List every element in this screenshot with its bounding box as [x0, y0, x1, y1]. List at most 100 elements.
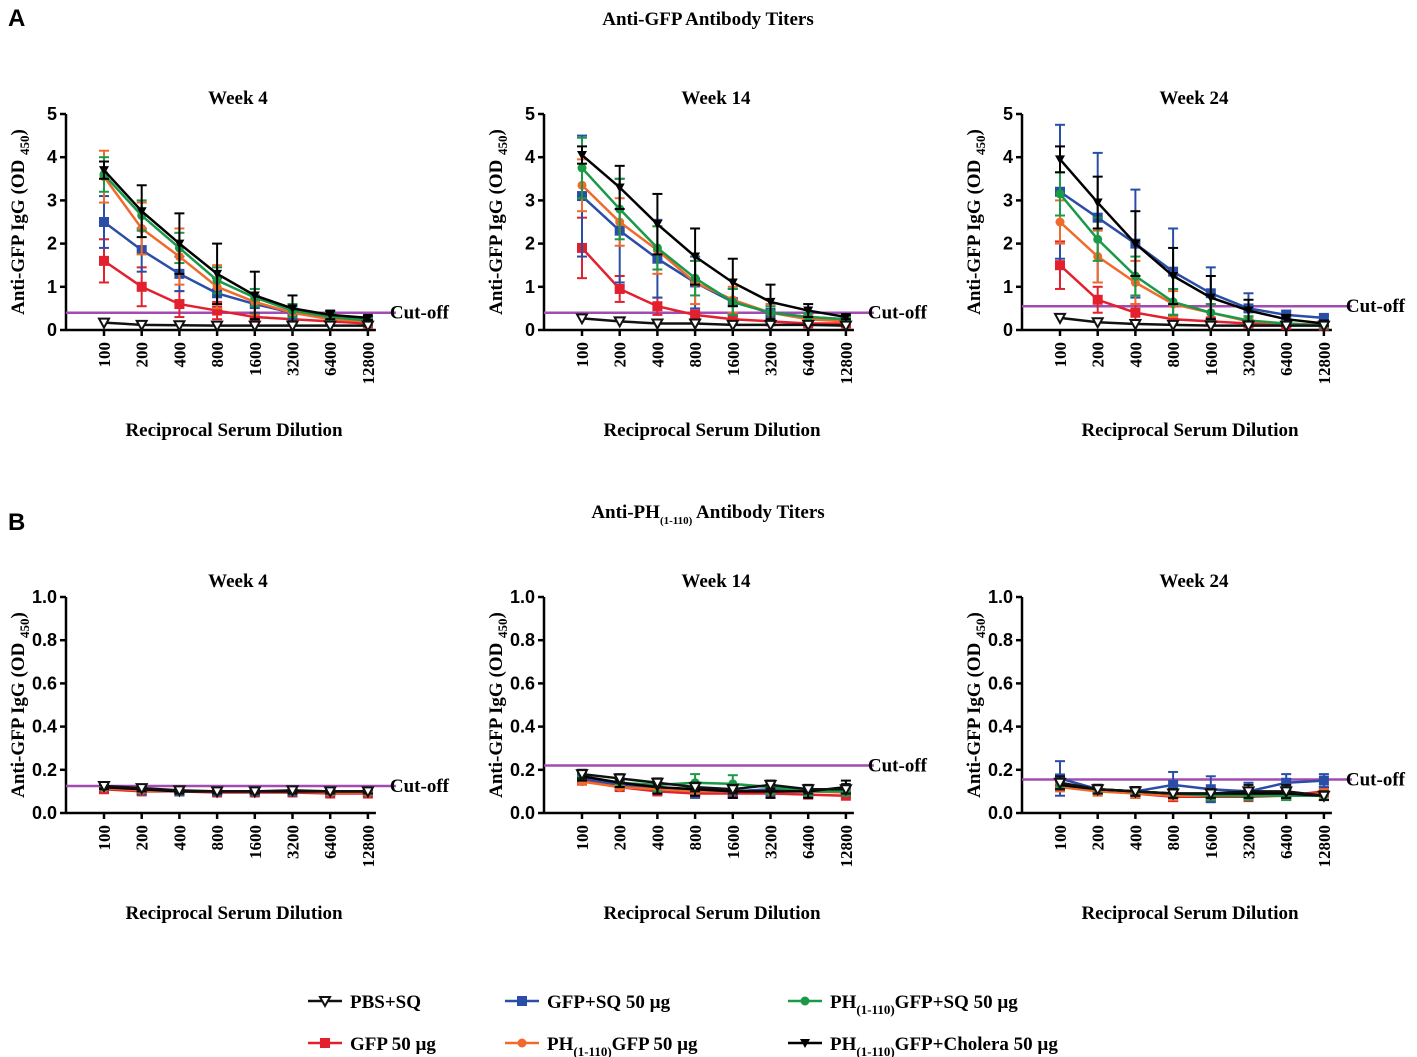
- series-line: [581, 195, 846, 321]
- x-tick-label: 3200: [1240, 825, 1259, 859]
- legend-marker-symbol: [800, 996, 810, 1006]
- data-point: [727, 278, 738, 288]
- data-point: [248, 786, 262, 799]
- data-point: [323, 320, 337, 333]
- chart-a-week-4: Week 4 0 1 2 3 4 5 100 200 400 800 1600 3200 6400 1280…: [8, 88, 450, 441]
- x-axis-label: Reciprocal Serum Dilution: [1081, 903, 1299, 924]
- y-tick-label: 2: [525, 234, 535, 254]
- y-tick-label: 5: [1003, 104, 1013, 124]
- x-tick-label: 1600: [246, 825, 265, 859]
- x-tick-label: 6400: [321, 342, 340, 376]
- legend-label-pbs: PBS+SQ: [350, 992, 421, 1013]
- series-line: [581, 154, 847, 319]
- series-line: [581, 247, 846, 325]
- y-tick-label: 0.0: [510, 803, 535, 823]
- y-tick-label: 1.0: [510, 587, 535, 607]
- data-point: [172, 320, 187, 333]
- y-tick-label: 2: [1003, 234, 1013, 254]
- y-tick-label: 3: [1003, 190, 1013, 210]
- x-tick-label: 100: [573, 342, 592, 368]
- data-point: [1168, 779, 1179, 790]
- data-point: [650, 318, 665, 331]
- data-point: [840, 313, 851, 323]
- data-point: [1093, 234, 1103, 244]
- x-tick-label: 100: [95, 342, 114, 368]
- legend-item-ph-cholera: PH(1-110)GFP+Cholera 50 µg: [788, 1034, 1058, 1057]
- x-tick-label: 200: [133, 342, 152, 368]
- x-tick-label: 1600: [1202, 342, 1221, 376]
- series-pbs: [575, 313, 853, 333]
- data-point: [174, 299, 185, 310]
- data-point: [613, 773, 627, 786]
- panel-letter-b: B: [8, 509, 25, 536]
- chart-title: Week 24: [1159, 88, 1229, 109]
- y-tick-label: 3: [525, 190, 535, 210]
- chart-b-week-14: Week 14 0.0 0.2 0.4 0.6 0.8 1.0 100 200 400 800 160…: [486, 571, 928, 924]
- data-point: [1055, 189, 1065, 199]
- y-axis-label: Anti-GFP IgG (OD 450): [964, 129, 988, 315]
- y-tick-label: 1.0: [988, 587, 1013, 607]
- data-point: [1317, 790, 1331, 803]
- chart-a-week-24: Week 24 0 1 2 3 4 5 100 200 400 800 1600 3200 6400 128…: [964, 88, 1406, 441]
- data-point: [135, 319, 149, 332]
- legend-marker-symbol: [318, 996, 332, 1009]
- data-point: [212, 305, 223, 316]
- x-tick-label: 400: [170, 342, 189, 368]
- data-point: [99, 166, 109, 176]
- data-point: [763, 319, 778, 332]
- x-tick-label: 800: [1164, 825, 1183, 851]
- x-tick-label: 6400: [1277, 825, 1296, 859]
- data-point: [174, 239, 185, 249]
- data-point: [1168, 272, 1179, 281]
- x-tick-label: 3200: [762, 342, 781, 376]
- x-tick-label: 6400: [799, 825, 818, 859]
- data-point: [210, 786, 224, 799]
- chart-b-week-4: Week 4 0.0 0.2 0.4 0.6 0.8 1.0 100 200 400 800 1600…: [8, 571, 450, 924]
- series-ph_ch: [99, 160, 373, 323]
- x-tick-label: 800: [686, 342, 705, 368]
- series-line: [102, 175, 368, 323]
- data-point: [248, 320, 262, 333]
- series-line: [581, 775, 847, 793]
- x-tick-label: 200: [611, 342, 630, 368]
- legend-label-ph-sq: PH(1-110)GFP+SQ 50 µg: [830, 992, 1018, 1017]
- x-tick-label: 400: [1126, 342, 1145, 368]
- series-gfp_sq: [577, 134, 851, 325]
- series-line: [1059, 781, 1325, 797]
- y-tick-label: 0.2: [32, 760, 57, 780]
- data-point: [688, 318, 702, 331]
- data-point: [1204, 788, 1218, 801]
- series-gfp_sq: [1055, 123, 1329, 325]
- x-tick-label: 3200: [762, 825, 781, 859]
- x-tick-label: 800: [1164, 342, 1183, 368]
- series-line: [103, 784, 368, 793]
- y-tick-label: 0: [47, 320, 57, 340]
- x-tick-label: 3200: [1240, 342, 1259, 376]
- legend-marker-symbol: [517, 1038, 527, 1048]
- x-tick-label: 1600: [724, 342, 743, 376]
- series-line: [581, 167, 846, 321]
- data-point: [1130, 239, 1141, 249]
- data-point: [136, 207, 147, 217]
- x-tick-label: 800: [208, 342, 227, 368]
- chart-title: Week 4: [208, 88, 268, 109]
- x-tick-label: 200: [1089, 825, 1108, 851]
- legend: PBS+SQ GFP+SQ 50 µg PH(1-110)GFP+SQ 50 µ…: [308, 992, 1058, 1057]
- x-tick-label: 1600: [724, 825, 743, 859]
- y-tick-label: 0.2: [988, 760, 1013, 780]
- x-tick-label: 200: [1089, 342, 1108, 368]
- data-point: [1241, 786, 1256, 799]
- y-tick-label: 0.4: [32, 717, 57, 737]
- y-tick-label: 5: [47, 104, 57, 124]
- chart-title: Week 14: [681, 571, 751, 592]
- x-axis-label: Reciprocal Serum Dilution: [603, 903, 821, 924]
- data-point: [726, 784, 740, 797]
- y-tick-label: 1: [525, 277, 535, 297]
- data-point: [1092, 198, 1103, 208]
- legend-marker-symbol: [320, 1038, 330, 1048]
- series-line: [1059, 316, 1324, 327]
- x-tick-label: 800: [208, 825, 227, 851]
- data-point: [763, 779, 778, 792]
- x-tick-label: 100: [1051, 825, 1070, 851]
